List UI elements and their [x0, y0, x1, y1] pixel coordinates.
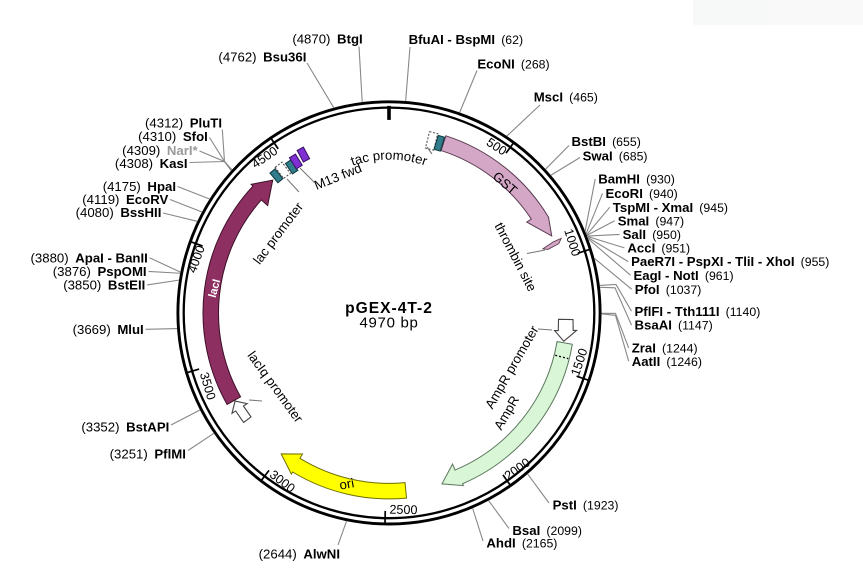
svg-text:pGEX-4T-2: pGEX-4T-2 [345, 300, 433, 317]
svg-text:SmaI (947): SmaI (947) [618, 213, 684, 228]
svg-text:BsaI (2099): BsaI (2099) [512, 523, 582, 538]
svg-text:(4308) KasI: (4308) KasI [115, 156, 188, 171]
svg-text:(3251) PflMI: (3251) PflMI [110, 446, 186, 461]
svg-text:EagI - NotI (961): EagI - NotI (961) [634, 268, 734, 283]
svg-text:ori: ori [338, 475, 355, 492]
svg-text:(4310) SfoI: (4310) SfoI [138, 129, 208, 144]
svg-text:2500: 2500 [389, 503, 417, 517]
svg-text:(4119) EcoRV: (4119) EcoRV [82, 192, 168, 207]
svg-text:EcoRI (940): EcoRI (940) [606, 186, 678, 201]
svg-text:(4312) PluTI: (4312) PluTI [145, 116, 222, 131]
svg-text:PstI (1923): PstI (1923) [553, 498, 619, 513]
svg-text:AccI (951): AccI (951) [627, 241, 690, 256]
svg-text:(3850) BstEII: (3850) BstEII [63, 278, 145, 293]
svg-text:(3880) ApaI - BanII: (3880) ApaI - BanII [31, 250, 148, 265]
svg-text:(4080) BssHII: (4080) BssHII [76, 205, 162, 220]
svg-text:(3352) BstAPI: (3352) BstAPI [81, 420, 169, 435]
svg-text:SwaI (685): SwaI (685) [583, 149, 648, 164]
svg-text:(4762) Bsu36I: (4762) Bsu36I [218, 49, 306, 64]
svg-text:BfuAI - BspMI (62): BfuAI - BspMI (62) [409, 32, 523, 47]
svg-text:lacI: lacI [207, 278, 223, 299]
svg-text:TspMI - XmaI (945): TspMI - XmaI (945) [613, 200, 728, 215]
svg-text:ZraI (1244): ZraI (1244) [632, 341, 698, 356]
svg-text:(4175) HpaI: (4175) HpaI [103, 179, 176, 194]
svg-text:4970 bp: 4970 bp [359, 315, 418, 332]
svg-text:BstBI (655): BstBI (655) [572, 134, 641, 149]
svg-text:BamHI (930): BamHI (930) [598, 172, 675, 187]
svg-text:PaeR7I - PspXI - TliI - XhoI (: PaeR7I - PspXI - TliI - XhoI (955) [631, 254, 829, 269]
svg-text:PflFI - Tth111I (1140): PflFI - Tth111I (1140) [635, 304, 761, 319]
svg-text:EcoNI (268): EcoNI (268) [477, 56, 549, 71]
svg-text:tac promoter: tac promoter [349, 148, 430, 169]
svg-text:(4309) NarI*: (4309) NarI* [122, 143, 198, 158]
svg-text:(3669) MluI: (3669) MluI [73, 322, 144, 337]
svg-text:AhdI (2165): AhdI (2165) [486, 535, 557, 550]
svg-text:PfoI (1037): PfoI (1037) [635, 282, 702, 297]
svg-text:MscI (465): MscI (465) [534, 90, 598, 105]
svg-text:(4870) BtgI: (4870) BtgI [292, 31, 362, 46]
svg-text:SalI (950): SalI (950) [623, 227, 681, 242]
svg-text:AatII (1246): AatII (1246) [632, 354, 702, 369]
svg-text:(2644) AlwNI: (2644) AlwNI [259, 546, 340, 561]
svg-text:BsaAI (1147): BsaAI (1147) [635, 318, 713, 333]
svg-text:(3876) PspOMI: (3876) PspOMI [53, 264, 147, 279]
